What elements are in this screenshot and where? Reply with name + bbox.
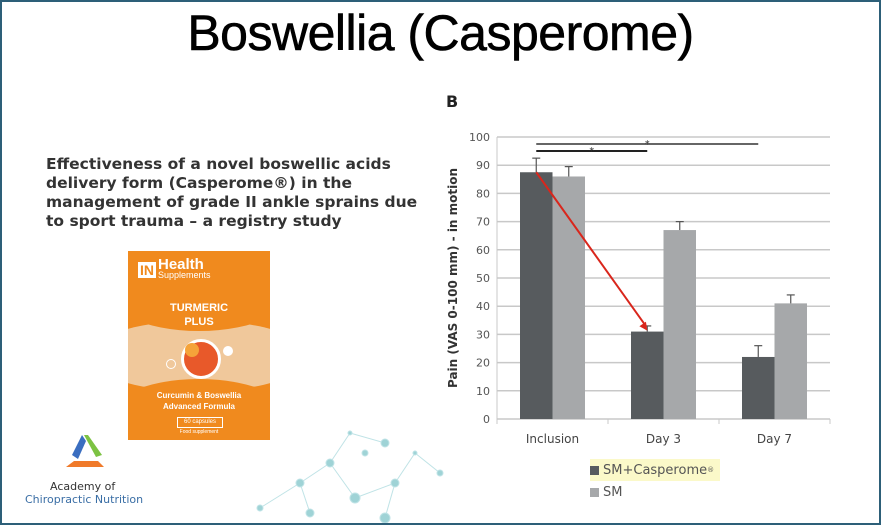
legend-swatch-dark	[590, 465, 599, 475]
bar	[520, 172, 553, 419]
y-axis-label: Pain (VAS 0-100 mm) - in motion	[446, 168, 460, 388]
package-bottom	[128, 379, 270, 440]
legend-item-sm-casperome: SM+Casperome ®	[590, 459, 721, 481]
y-tick-label: 40	[476, 300, 490, 313]
x-tick-label: Inclusion	[526, 432, 579, 446]
y-tick-label: 20	[476, 357, 490, 370]
yin-yang-dot-icon	[185, 343, 199, 357]
academy-logo-icon	[66, 435, 104, 467]
red-arrow-head-icon	[639, 321, 648, 331]
legend-item-sm: SM	[590, 481, 720, 503]
bubble-outline-icon	[166, 359, 176, 369]
slide-title: Boswellia (Casperome)	[187, 5, 694, 62]
bar	[774, 303, 807, 419]
legend-swatch-light	[590, 487, 599, 497]
y-tick-label: 30	[476, 328, 490, 341]
legend-registered-mark: ®	[707, 466, 715, 474]
bar	[631, 331, 664, 419]
product-description: Curcumin & Boswellia Advanced Formula	[128, 390, 270, 412]
x-tick-label: Day 7	[757, 432, 792, 446]
food-supplement-label: Food supplement	[179, 429, 219, 435]
panel-label: B	[446, 92, 459, 111]
significance-star: *	[645, 139, 650, 150]
y-tick-label: 10	[476, 385, 490, 398]
product-line2: PLUS	[184, 316, 214, 328]
study-title: Effectiveness of a novel boswellic acids…	[46, 155, 418, 230]
desc-line1: Curcumin & Boswellia	[156, 391, 242, 400]
y-tick-label: 90	[476, 159, 490, 172]
brand-supplements: Supplements	[158, 270, 211, 280]
red-arrow-line	[535, 171, 648, 328]
bar	[552, 176, 585, 419]
y-tick-label: 80	[476, 187, 490, 200]
y-tick-label: 100	[469, 131, 490, 144]
logo-line2: Chiropractic Nutrition	[25, 493, 144, 506]
bar	[663, 230, 696, 419]
brand-in: IN	[138, 262, 156, 278]
product-name: TURMERIC PLUS	[128, 301, 270, 329]
product-line1: TURMERIC	[169, 302, 229, 314]
brand-health: Health	[158, 256, 204, 273]
y-tick-label: 70	[476, 216, 490, 229]
package-brand: IN Health Supplements	[138, 256, 211, 281]
bubble-icon	[223, 346, 233, 356]
logo-line1: Academy of	[50, 480, 116, 493]
legend-label-sm: SM	[603, 484, 623, 500]
y-tick-label: 50	[476, 272, 490, 285]
significance-star: *	[589, 146, 594, 157]
x-tick-label: Day 3	[646, 432, 681, 446]
desc-line2: Advanced Formula	[162, 402, 235, 411]
capsule-count: 60 capsules	[177, 417, 223, 428]
network-decoration-icon	[256, 430, 444, 523]
legend-label-sm-casperome: SM+Casperome	[603, 462, 708, 478]
y-tick-label: 0	[483, 413, 490, 426]
y-tick-label: 60	[476, 244, 490, 257]
bar	[742, 356, 775, 419]
chart-legend: SM+Casperome ® SM	[590, 459, 721, 503]
yin-yang-icon	[181, 339, 221, 379]
product-package-image: IN Health Supplements TURMERIC PLUS Curc…	[128, 251, 270, 440]
